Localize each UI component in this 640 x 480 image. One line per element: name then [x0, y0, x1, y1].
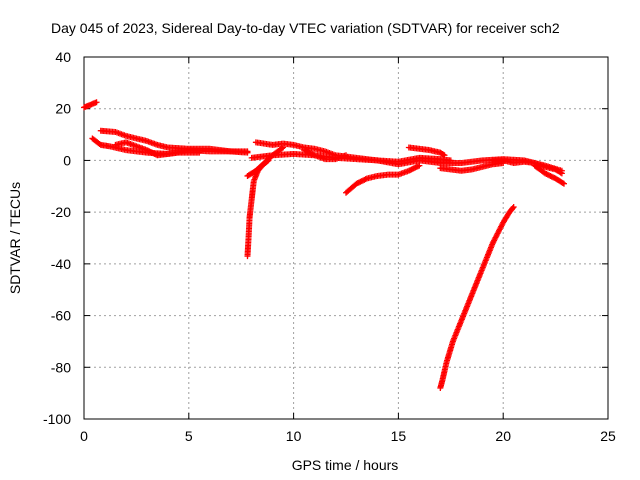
data-point-marker: [509, 205, 516, 212]
y-tick-label: 0: [63, 152, 71, 168]
series-mid-c: [301, 147, 349, 163]
grid: [84, 57, 608, 419]
x-tick-label: 25: [600, 428, 616, 444]
y-tick-label: -20: [51, 204, 71, 220]
series-late-arc: [343, 162, 423, 196]
series-steep-rise: [437, 203, 517, 391]
data-point-marker: [558, 170, 565, 177]
data-point-marker: [560, 180, 567, 187]
x-tick-label: 10: [286, 428, 302, 444]
y-tick-label: -40: [51, 256, 71, 272]
data-point-marker: [447, 157, 454, 164]
y-tick-label: -80: [51, 359, 71, 375]
y-tick-label: 20: [55, 101, 71, 117]
data-point-marker: [244, 149, 251, 156]
series-bump-16h: [405, 144, 448, 159]
data-point-marker: [196, 149, 203, 156]
data-point-marker: [343, 152, 349, 159]
series-early-high: [81, 99, 100, 111]
plot-frame: [83, 56, 609, 420]
chart-title: Day 045 of 2023, Sidereal Day-to-day VTE…: [51, 20, 560, 36]
y-tick-label: -100: [43, 411, 71, 427]
series-branch-8h: [244, 144, 287, 179]
data-point-marker: [93, 99, 100, 106]
data-point-marker: [559, 179, 566, 186]
y-axis-label: SDTVAR / TECUs: [7, 182, 23, 294]
series-main-c: [112, 139, 203, 159]
data-point-marker: [441, 152, 448, 159]
x-axis-label: GPS time / hours: [292, 457, 399, 473]
data-series: [81, 99, 567, 391]
data-point-marker: [510, 203, 517, 210]
x-tick-label: 5: [185, 428, 193, 444]
data-point-marker: [557, 169, 564, 176]
x-tick-label: 20: [495, 428, 511, 444]
x-tick-label: 0: [80, 428, 88, 444]
axis-ticks: 0 5 10 15 20 25 -100 -80 -60 -40 -20 0 20 40: [43, 49, 616, 444]
data-point-marker: [416, 162, 423, 169]
y-tick-label: 40: [55, 49, 71, 65]
x-tick-label: 15: [391, 428, 407, 444]
series-tail-c: [531, 162, 567, 187]
series-tail-b: [489, 157, 565, 177]
series-main-b: [97, 127, 251, 156]
y-tick-label: -60: [51, 308, 71, 324]
